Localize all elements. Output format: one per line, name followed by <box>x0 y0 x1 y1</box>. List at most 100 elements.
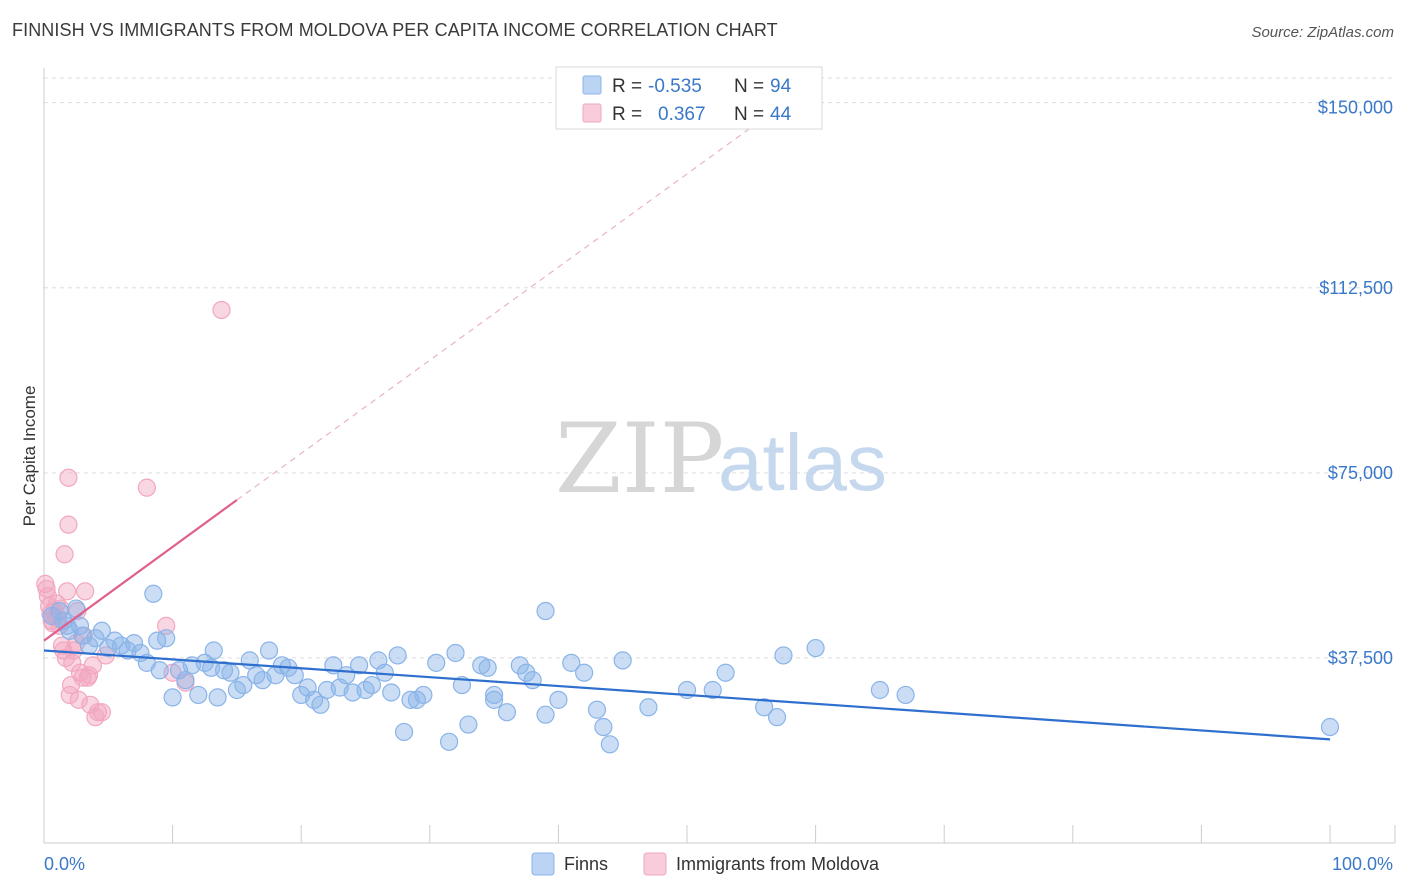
finns-point-65 <box>446 643 465 663</box>
x-tick-label-start: 0.0% <box>44 854 85 874</box>
moldova-point-34 <box>83 656 102 675</box>
moldova-point-39 <box>137 478 156 497</box>
finns-point-21 <box>157 629 176 648</box>
finns-point-78 <box>549 690 568 709</box>
finns-point-67 <box>459 715 478 734</box>
bottom-legend-finns-label: Finns <box>564 854 608 874</box>
legend-finns-n-value: 94 <box>770 76 792 97</box>
chart-title: FINNISH VS IMMIGRANTS FROM MOLDOVA PER C… <box>12 20 778 40</box>
finns-point-85 <box>639 698 658 717</box>
moldova-point-18 <box>59 515 78 534</box>
finns-point-93 <box>870 680 890 700</box>
axes <box>43 68 1396 844</box>
finns-point-81 <box>587 700 607 719</box>
top-legend: R = -0.535 N = 94 R = 0.367 N = 44 <box>555 66 823 130</box>
finns-point-74 <box>517 663 536 682</box>
legend-moldova-r-label: R = <box>612 104 642 125</box>
finns-point-91 <box>774 646 793 665</box>
finns-point-5 <box>67 599 86 618</box>
finns-point-75 <box>523 671 542 690</box>
legend-finns-r-value: -0.535 <box>648 76 702 97</box>
finns-point-38 <box>259 641 279 660</box>
watermark: ZIP atlas <box>555 403 887 515</box>
series-finns-points <box>42 584 1340 754</box>
finns-point-10 <box>92 621 111 640</box>
finns-point-26 <box>189 685 208 705</box>
finns-point-58 <box>388 646 407 665</box>
legend-moldova-r-value: 0.367 <box>658 104 706 125</box>
moldova-trend-line <box>43 499 238 642</box>
watermark-zip: ZIP <box>555 403 724 515</box>
moldova-point-1 <box>37 579 56 598</box>
moldova-point-43 <box>212 300 231 320</box>
trend-lines <box>43 126 1331 741</box>
finns-point-95 <box>1320 717 1340 737</box>
finns-point-32 <box>221 663 240 682</box>
moldova-point-26 <box>59 468 78 487</box>
moldova-point-25 <box>69 690 88 709</box>
y-tick-label-1: $75,000 <box>1328 463 1393 483</box>
moldova-point-36 <box>88 703 108 722</box>
finns-point-64 <box>439 732 459 751</box>
finns-point-90 <box>767 708 787 727</box>
legend-moldova-n-label: N = <box>734 104 764 125</box>
finns-point-63 <box>427 653 446 672</box>
finns-point-77 <box>536 705 555 724</box>
moldova-point-15 <box>55 545 74 564</box>
bottom-legend-finns-swatch <box>531 852 555 876</box>
finns-point-34 <box>234 675 253 695</box>
moldova-point-30 <box>76 582 95 601</box>
finns-point-76 <box>536 601 555 621</box>
legend-moldova-swatch <box>582 103 602 123</box>
y-axis-label: Per Capita Income <box>20 386 39 527</box>
bottom-legend: Finns Immigrants from Moldova <box>531 852 880 876</box>
x-tick-label-end: 100.0% <box>1332 854 1393 874</box>
legend-moldova-n-value: 44 <box>770 104 792 125</box>
grid-lines <box>44 77 1395 659</box>
x-tick-labels: 0.0% 100.0% <box>44 854 1393 874</box>
legend-finns-swatch <box>582 75 602 95</box>
finns-point-30 <box>208 688 227 707</box>
finns-point-57 <box>382 683 401 702</box>
finns-point-18 <box>144 584 163 603</box>
series-moldova-points <box>36 300 231 727</box>
finns-point-87 <box>703 680 722 700</box>
watermark-atlas: atlas <box>718 418 887 507</box>
finns-point-15 <box>124 634 144 653</box>
finns-point-69 <box>478 658 497 677</box>
finns-point-52 <box>349 656 369 675</box>
bottom-legend-moldova-label: Immigrants from Moldova <box>676 854 880 874</box>
finns-point-20 <box>150 661 169 680</box>
finns-point-84 <box>613 651 632 670</box>
finns-point-59 <box>394 722 414 742</box>
moldova-trend-extension <box>236 126 752 501</box>
moldova-point-32 <box>79 666 99 685</box>
finns-point-89 <box>755 698 774 717</box>
finns-point-9 <box>86 629 105 648</box>
finns-point-62 <box>414 685 433 705</box>
moldova-point-17 <box>58 582 77 601</box>
finns-point-70 <box>485 685 504 705</box>
moldova-point-19 <box>60 685 79 705</box>
legend-finns-n-label: N = <box>734 76 764 97</box>
finns-point-22 <box>163 688 182 707</box>
finns-point-83 <box>600 735 619 754</box>
finns-point-82 <box>594 717 613 737</box>
moldova-point-37 <box>92 703 111 722</box>
finns-point-42 <box>285 666 304 685</box>
y-tick-label-3: $150,000 <box>1318 98 1393 118</box>
y-tick-labels: $37,500 $75,000 $112,500 $150,000 <box>1318 98 1393 668</box>
bottom-legend-moldova-swatch <box>643 852 667 876</box>
finns-point-92 <box>806 638 825 658</box>
finns-point-79 <box>562 653 581 672</box>
legend-finns-r-label: R = <box>612 76 642 97</box>
finns-point-72 <box>497 703 517 722</box>
moldova-point-40 <box>157 616 176 635</box>
finns-point-73 <box>510 656 529 675</box>
source-label: Source: ZipAtlas.com <box>1251 24 1394 41</box>
finns-point-88 <box>716 663 735 682</box>
finns-point-66 <box>452 675 472 695</box>
y-tick-label-2: $112,500 <box>1319 278 1393 298</box>
y-tick-label-0: $37,500 <box>1328 648 1393 668</box>
